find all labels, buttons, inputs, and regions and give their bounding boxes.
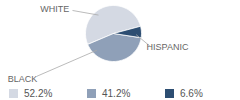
- html-text:52.2%: 52.2%: [24, 87, 53, 99]
- svg-text:WHITE: WHITE: [40, 4, 69, 14]
- html-text:41.2%: 41.2%: [102, 87, 131, 99]
- html-text:6.6%: 6.6%: [180, 87, 203, 99]
- svg-text:BLACK: BLACK: [8, 74, 38, 84]
- svg-text:HISPANIC: HISPANIC: [147, 42, 189, 52]
